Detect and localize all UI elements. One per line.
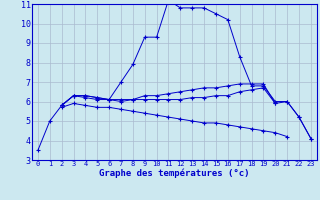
X-axis label: Graphe des températures (°c): Graphe des températures (°c) (99, 169, 250, 178)
